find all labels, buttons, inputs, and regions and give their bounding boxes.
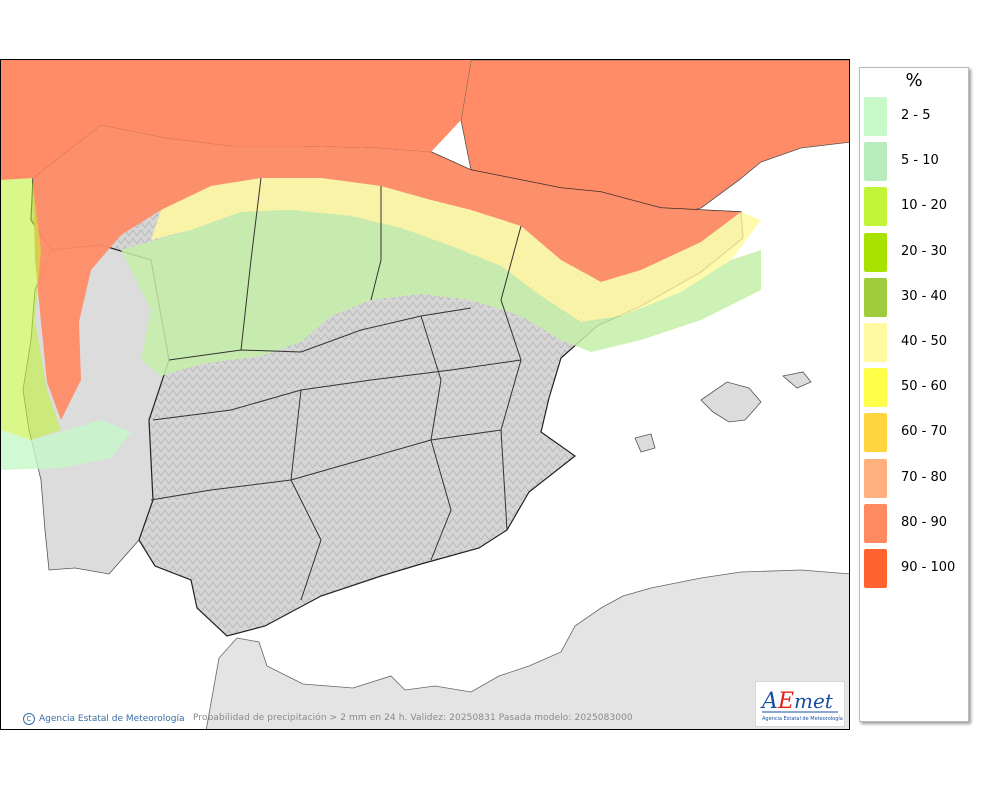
legend-label: 70 - 80	[901, 469, 948, 485]
legend-label: 5 - 10	[901, 153, 939, 169]
legend-label: 60 - 70	[901, 424, 948, 440]
precip-band-green	[121, 210, 761, 376]
legend-swatch	[864, 413, 887, 453]
svg-text:A: A	[760, 689, 778, 714]
legend-item: 30 - 40	[864, 275, 968, 317]
mallorca-island	[700, 381, 762, 423]
legend-swatch	[864, 368, 887, 408]
map-canvas	[1, 60, 849, 729]
legend-item: 60 - 70	[864, 410, 968, 453]
legend-item: 40 - 50	[864, 320, 968, 362]
precip-band-north-orange	[33, 125, 741, 420]
legend-item: 70 - 80	[864, 456, 968, 498]
legend-item: 90 - 100	[864, 546, 968, 588]
legend-swatch	[864, 458, 887, 498]
svg-text:E: E	[777, 689, 794, 714]
forecast-map: C Agencia Estatal de Meteorología Probab…	[0, 59, 850, 730]
region-borders	[150, 177, 522, 601]
precip-band-yellow	[151, 178, 761, 322]
legend-swatch	[864, 277, 887, 317]
legend-label: 90 - 100	[901, 560, 956, 575]
precip-band-light-west	[1, 420, 131, 470]
legend-item: 80 - 90	[864, 501, 968, 543]
ibiza-island	[634, 433, 656, 453]
svg-text:Agencia Estatal de Meteorologí: Agencia Estatal de Meteorología	[762, 715, 843, 722]
legend-swatch	[864, 232, 887, 272]
legend-swatch	[864, 142, 887, 182]
credit-text: Agencia Estatal de Meteorología	[39, 714, 185, 724]
legend-label: 50 - 60	[901, 379, 948, 395]
svg-text:met: met	[794, 689, 834, 713]
aemet-logo-graphic: A E met Agencia Estatal de Meteorología	[760, 689, 843, 722]
legend-label: 20 - 30	[901, 243, 948, 259]
legend-label: 2 - 5	[901, 108, 931, 123]
legend-swatch	[864, 503, 887, 543]
legend-swatch	[864, 323, 887, 362]
legend-label: 80 - 90	[901, 514, 948, 530]
menorca-island	[782, 371, 812, 389]
copyright-icon: C	[23, 713, 35, 725]
legend-swatch	[864, 187, 887, 227]
legend-swatch	[864, 549, 887, 588]
aemet-logo: A E met Agencia Estatal de Meteorología	[755, 681, 845, 727]
legend-item: 5 - 10	[864, 139, 968, 182]
legend-swatch	[864, 97, 887, 136]
legend-item: 10 - 20	[864, 184, 968, 227]
legend-item: 50 - 60	[864, 365, 968, 408]
legend-unit: %	[905, 70, 923, 91]
agency-credit: C Agencia Estatal de Meteorología	[23, 713, 185, 725]
legend-item: 20 - 30	[864, 230, 968, 272]
legend-label: 10 - 20	[901, 198, 948, 214]
legend-panel: % 2 - 5 5 - 10 10 - 20 20 - 30 30 - 40 40 - 5…	[859, 67, 969, 722]
africa-landmass	[205, 569, 849, 729]
precip-band-green-west	[1, 170, 61, 440]
legend-label: 40 - 50	[901, 334, 948, 349]
bay-of-biscay-precip	[1, 60, 471, 180]
legend-label: 30 - 40	[901, 288, 948, 304]
legend-item: 2 - 5	[864, 94, 968, 136]
map-caption: Probabilidad de precipitación > 2 mm en …	[193, 713, 633, 723]
